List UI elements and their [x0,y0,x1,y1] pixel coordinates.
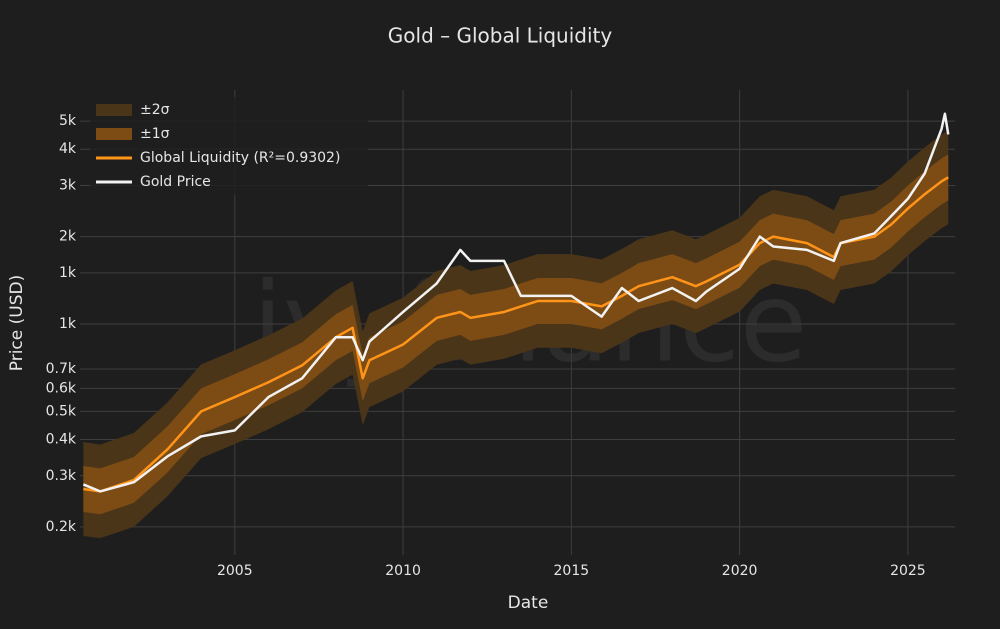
series-line [83,176,949,493]
y-tick-label: 1k [59,265,77,281]
y-tick-label: 0.5k [46,403,77,419]
y-tick-label: 5k [59,113,77,129]
x-tick-label: 2005 [217,563,253,579]
y-tick-label: 0.7k [46,361,77,377]
x-tick-label: 2015 [554,563,590,579]
legend-box [90,97,368,195]
y-tick-label: 4k [59,141,77,157]
y-tick-label: 0.4k [46,431,77,447]
legend-swatch [96,104,132,116]
y-tick-label: 0.3k [46,468,77,484]
x-tick-label: 2010 [385,563,421,579]
x-tick-label: 2025 [890,563,926,579]
x-axis-label: Date [508,593,549,613]
y-tick-label: 1k [59,316,77,332]
y-tick-label: 2k [59,229,77,245]
series-line [82,112,950,493]
x-tick-label: 2020 [722,563,758,579]
chart-title: Gold – Global Liquidity [388,24,613,48]
sigma-band [83,130,949,539]
y-axis-label: Price (USD) [7,275,27,371]
legend-label: Gold Price [140,174,211,190]
legend-label: Global Liquidity (R²=0.9302) [140,150,340,166]
legend-swatch [96,128,132,140]
y-tick-label: 0.6k [46,380,77,396]
legend-label: ±2σ [140,102,170,118]
y-tick-label: 3k [59,178,77,194]
legend-label: ±1σ [140,126,170,142]
y-tick-label: 0.2k [46,519,77,535]
